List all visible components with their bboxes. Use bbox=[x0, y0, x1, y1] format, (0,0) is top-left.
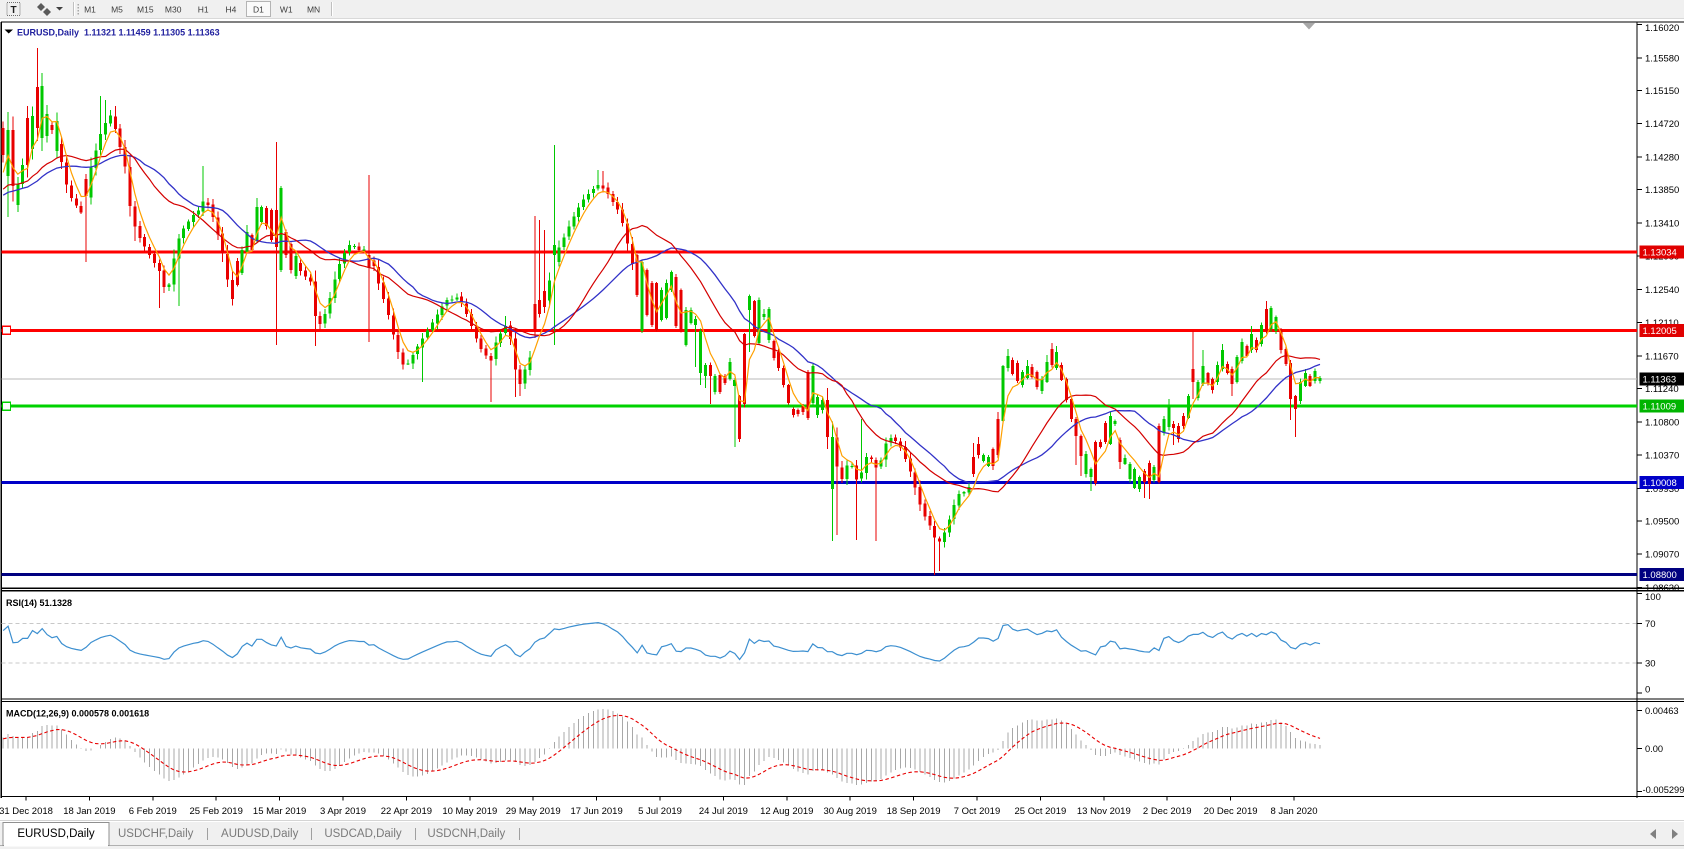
svg-text:70: 70 bbox=[1645, 619, 1656, 630]
svg-text:M1: M1 bbox=[84, 5, 96, 15]
svg-text:1.09500: 1.09500 bbox=[1645, 517, 1679, 528]
svg-text:6 Feb 2019: 6 Feb 2019 bbox=[129, 806, 177, 817]
svg-text:5 Jul 2019: 5 Jul 2019 bbox=[638, 806, 682, 817]
svg-text:18 Jan 2019: 18 Jan 2019 bbox=[63, 806, 115, 817]
svg-text:1.11240: 1.11240 bbox=[1645, 384, 1679, 395]
svg-text:M30: M30 bbox=[165, 5, 182, 15]
svg-text:W1: W1 bbox=[280, 5, 293, 15]
svg-text:RSI(14) 51.1328: RSI(14) 51.1328 bbox=[6, 598, 72, 608]
svg-text:25 Feb 2019: 25 Feb 2019 bbox=[190, 806, 243, 817]
svg-text:20 Dec 2019: 20 Dec 2019 bbox=[1204, 806, 1258, 817]
svg-text:EURUSD,Daily 1.11321 1.11459: EURUSD,Daily 1.11321 1.11459 1.11305 1.1… bbox=[17, 28, 220, 38]
svg-text:15 Mar 2019: 15 Mar 2019 bbox=[253, 806, 306, 817]
svg-text:MACD(12,26,9) 0.000578 0.00161: MACD(12,26,9) 0.000578 0.001618 bbox=[6, 709, 149, 719]
svg-text:1.08800: 1.08800 bbox=[1643, 570, 1677, 581]
svg-text:1.10800: 1.10800 bbox=[1645, 418, 1679, 429]
svg-text:M15: M15 bbox=[137, 5, 154, 15]
svg-text:8 Jan 2020: 8 Jan 2020 bbox=[1270, 806, 1317, 817]
svg-text:24 Jul 2019: 24 Jul 2019 bbox=[699, 806, 748, 817]
svg-text:1.13410: 1.13410 bbox=[1645, 219, 1679, 230]
svg-text:12 Aug 2019: 12 Aug 2019 bbox=[760, 806, 813, 817]
svg-text:1.12110: 1.12110 bbox=[1645, 318, 1679, 329]
svg-text:1.15150: 1.15150 bbox=[1645, 86, 1679, 97]
svg-text:1.09070: 1.09070 bbox=[1645, 549, 1679, 560]
svg-text:H4: H4 bbox=[225, 5, 236, 15]
svg-text:D1: D1 bbox=[253, 5, 264, 15]
svg-text:1.15580: 1.15580 bbox=[1645, 54, 1679, 65]
svg-text:EURUSD,Daily: EURUSD,Daily bbox=[17, 828, 95, 840]
svg-text:1.11009: 1.11009 bbox=[1643, 402, 1677, 413]
svg-text:22 Apr 2019: 22 Apr 2019 bbox=[381, 806, 432, 817]
svg-text:1.12540: 1.12540 bbox=[1645, 285, 1679, 296]
svg-text:1.13034: 1.13034 bbox=[1643, 247, 1677, 258]
svg-text:USDCAD,Daily: USDCAD,Daily bbox=[324, 828, 402, 840]
svg-text:M5: M5 bbox=[111, 5, 123, 15]
svg-text:1.10008: 1.10008 bbox=[1643, 478, 1677, 489]
svg-text:7 Oct 2019: 7 Oct 2019 bbox=[954, 806, 1000, 817]
svg-text:1.12005: 1.12005 bbox=[1643, 326, 1677, 337]
svg-text:USDCHF,Daily: USDCHF,Daily bbox=[118, 828, 194, 840]
svg-text:17 Jun 2019: 17 Jun 2019 bbox=[570, 806, 622, 817]
svg-text:13 Nov 2019: 13 Nov 2019 bbox=[1077, 806, 1131, 817]
svg-text:31 Dec 2018: 31 Dec 2018 bbox=[0, 806, 53, 817]
svg-text:0: 0 bbox=[1645, 684, 1650, 695]
svg-text:25 Oct 2019: 25 Oct 2019 bbox=[1015, 806, 1067, 817]
svg-text:USDCNH,Daily: USDCNH,Daily bbox=[427, 828, 505, 840]
svg-text:1.11670: 1.11670 bbox=[1645, 351, 1679, 362]
svg-text:3 Apr 2019: 3 Apr 2019 bbox=[320, 806, 366, 817]
svg-text:100: 100 bbox=[1645, 592, 1661, 603]
svg-text:0.00463: 0.00463 bbox=[1645, 706, 1679, 716]
svg-text:30 Aug 2019: 30 Aug 2019 bbox=[824, 806, 877, 817]
svg-text:1.09930: 1.09930 bbox=[1645, 484, 1679, 495]
svg-text:1.16020: 1.16020 bbox=[1645, 23, 1679, 34]
svg-text:1.10370: 1.10370 bbox=[1645, 450, 1679, 461]
svg-text:1.13850: 1.13850 bbox=[1645, 185, 1679, 196]
svg-text:1.11363: 1.11363 bbox=[1643, 375, 1677, 386]
svg-text:0.00: 0.00 bbox=[1645, 744, 1663, 754]
svg-text:1.14720: 1.14720 bbox=[1645, 119, 1679, 130]
svg-text:30: 30 bbox=[1645, 659, 1656, 670]
svg-text:T: T bbox=[10, 5, 16, 16]
svg-text:18 Sep 2019: 18 Sep 2019 bbox=[887, 806, 941, 817]
svg-text:10 May 2019: 10 May 2019 bbox=[442, 806, 497, 817]
svg-text:-0.005299: -0.005299 bbox=[1643, 785, 1684, 795]
svg-text:1.14280: 1.14280 bbox=[1645, 153, 1679, 164]
svg-text:1.08630: 1.08630 bbox=[1645, 583, 1679, 594]
svg-text:29 May 2019: 29 May 2019 bbox=[506, 806, 561, 817]
svg-text:AUDUSD,Daily: AUDUSD,Daily bbox=[221, 828, 299, 840]
svg-text:H1: H1 bbox=[198, 5, 209, 15]
svg-text:2 Dec 2019: 2 Dec 2019 bbox=[1143, 806, 1192, 817]
svg-text:MN: MN bbox=[307, 5, 320, 15]
